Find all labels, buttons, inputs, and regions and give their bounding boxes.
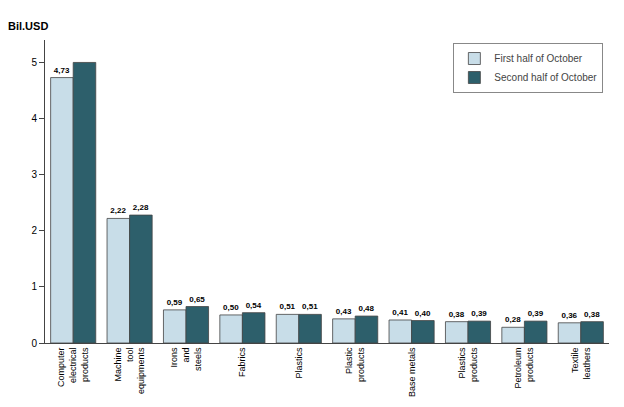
svg-text:Petroleumproducts: Petroleumproducts [513,347,535,389]
svg-text:Textileleathers: Textileleathers [570,347,592,380]
svg-text:0,36: 0,36 [561,311,577,320]
svg-text:1: 1 [31,281,37,292]
svg-text:2,22: 2,22 [110,206,126,215]
svg-text:0,65: 0,65 [189,295,205,304]
svg-text:2,28: 2,28 [133,203,149,212]
svg-text:4: 4 [31,113,37,124]
svg-text:0,50: 0,50 [223,303,239,312]
svg-text:Ironsandsteels: Ironsandsteels [169,347,202,371]
svg-text:0,54: 0,54 [246,301,262,310]
svg-text:0,43: 0,43 [336,307,352,316]
svg-text:0,51: 0,51 [279,302,295,311]
svg-text:0,48: 0,48 [358,304,374,313]
svg-text:0,40: 0,40 [415,309,431,318]
svg-text:0,59: 0,59 [167,298,183,307]
svg-text:2: 2 [31,225,37,236]
svg-text:Fabrics: Fabrics [237,347,247,377]
svg-text:0: 0 [31,338,37,349]
svg-text:First half of October: First half of October [494,53,582,64]
svg-text:0,51: 0,51 [302,302,318,311]
svg-text:0,39: 0,39 [528,309,544,318]
svg-text:3: 3 [31,169,37,180]
svg-text:Machinetoolequipments: Machinetoolequipments [113,347,146,394]
svg-text:Plasticsproducts: Plasticsproducts [457,347,479,382]
svg-text:0,28: 0,28 [505,315,521,324]
svg-text:4,73: 4,73 [54,66,70,75]
svg-text:Bil.USD: Bil.USD [8,20,48,32]
svg-text:0,38: 0,38 [584,310,600,319]
svg-text:5: 5 [31,57,37,68]
svg-text:0,39: 0,39 [471,309,487,318]
svg-text:Second half of October: Second half of October [494,72,597,83]
svg-text:0,38: 0,38 [449,310,465,319]
svg-text:Base metals: Base metals [407,347,417,397]
svg-text:Computerelectricalproducts: Computerelectricalproducts [56,347,89,387]
svg-text:Plasticproducts: Plasticproducts [344,347,366,382]
svg-text:0,41: 0,41 [392,308,408,317]
svg-text:Plastics: Plastics [294,347,304,379]
